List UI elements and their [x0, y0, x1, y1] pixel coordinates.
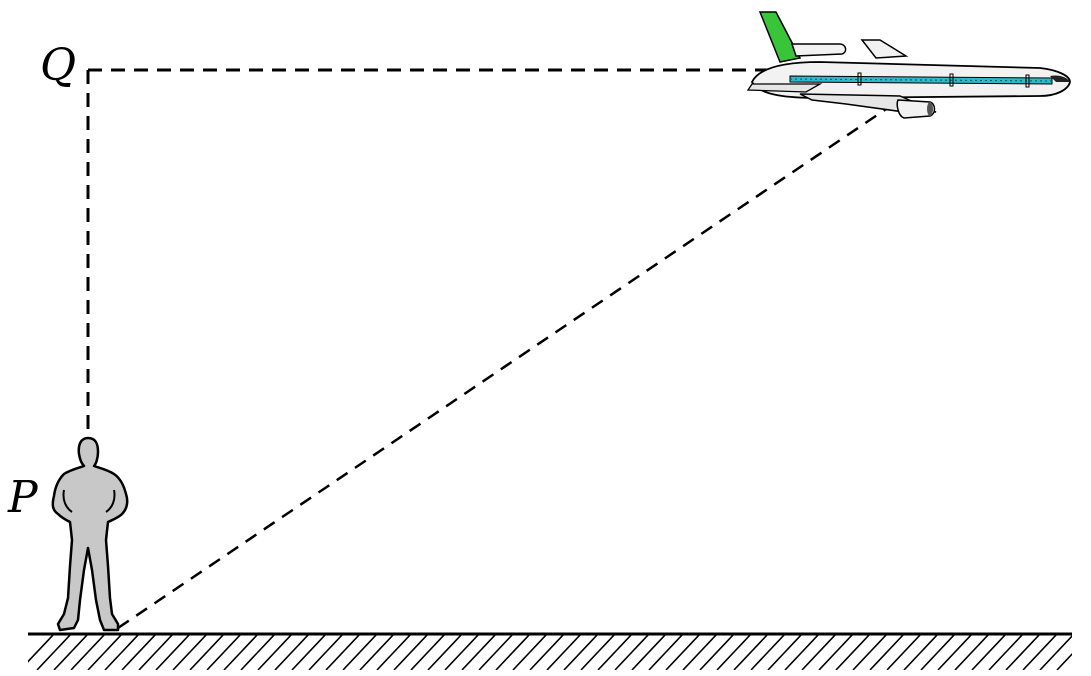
- ground-hatch-line: [971, 634, 1007, 670]
- ground-hatch-line: [597, 634, 633, 670]
- ground-hatch-line: [937, 634, 973, 670]
- ground-hatch-line: [835, 634, 871, 670]
- airplane-icon: [746, 11, 1071, 119]
- ground-hatch-line: [36, 634, 72, 670]
- ground-hatch-line: [155, 634, 191, 670]
- ground-hatch-line: [784, 634, 820, 670]
- ground-hatch-line: [886, 634, 922, 670]
- ground-hatch-line: [172, 634, 208, 670]
- sight-line: [117, 101, 896, 630]
- ground-hatch-line: [495, 634, 531, 670]
- ground-hatch-line: [648, 634, 684, 670]
- ground-hatch-line: [325, 634, 361, 670]
- ground-hatch-line: [1039, 634, 1072, 670]
- ground-hatch-line: [1005, 634, 1041, 670]
- ground-hatch-line: [274, 634, 310, 670]
- ground-hatch-line: [1022, 634, 1058, 670]
- ground-hatch-line: [512, 634, 548, 670]
- ground-hatch-line: [699, 634, 735, 670]
- ground-hatch-line: [818, 634, 854, 670]
- ground-hatch-line: [1074, 634, 1091, 670]
- ground-hatch-line: [121, 634, 157, 670]
- ground-hatch-line: [478, 634, 514, 670]
- ground-hatch-line: [461, 634, 497, 670]
- ground-hatch-line: [410, 634, 446, 670]
- ground-hatch-line: [189, 634, 225, 670]
- ground-hatch-line: [750, 634, 786, 670]
- ground-hatch-line: [291, 634, 327, 670]
- ground-hatch-line: [716, 634, 752, 670]
- ground-hatch-line: [28, 634, 55, 663]
- ground-hatch-line: [87, 634, 123, 670]
- ground-hatch-line: [240, 634, 276, 670]
- ground-hatch-line: [376, 634, 412, 670]
- ground-hatch-line: [665, 634, 701, 670]
- ground-hatch-line: [393, 634, 429, 670]
- ground-hatch-line: [342, 634, 378, 670]
- ground-hatch-line: [70, 634, 106, 670]
- ground-hatch-line: [682, 634, 718, 670]
- ground-hatch-line: [614, 634, 650, 670]
- ground-hatch-line: [138, 634, 174, 670]
- ground-hatch-line: [444, 634, 480, 670]
- ground-hatch-line: [767, 634, 803, 670]
- ground-hatch-line: [563, 634, 599, 670]
- ground-hatch-line: [869, 634, 905, 670]
- person-icon: [51, 436, 129, 632]
- ground-hatch-line: [920, 634, 956, 670]
- ground-hatch-line: [903, 634, 939, 670]
- ground-hatch-line: [359, 634, 395, 670]
- ground-hatch-line: [104, 634, 140, 670]
- ground-hatch-line: [53, 634, 89, 670]
- ground-hatch-line: [954, 634, 990, 670]
- ground-hatch-line: [546, 634, 582, 670]
- ground-hatch-line: [801, 634, 837, 670]
- ground-hatch-line: [1056, 652, 1072, 670]
- point-q-label: Q: [40, 40, 77, 91]
- point-p-label: P: [8, 472, 38, 523]
- ground-hatch-line: [308, 634, 344, 670]
- ground-hatch-line: [206, 634, 242, 670]
- ground-hatch-line: [733, 634, 769, 670]
- ground-hatch-line: [427, 634, 463, 670]
- ground-hatch-line: [529, 634, 565, 670]
- ground-hatch-line: [631, 634, 667, 670]
- ground-hatch-icon: [28, 632, 1091, 670]
- ground-hatch-line: [223, 634, 259, 670]
- ground-hatch-line: [257, 634, 293, 670]
- ground-hatch-line: [580, 634, 616, 670]
- ground-hatch-line: [988, 634, 1024, 670]
- ground-hatch-line: [852, 634, 888, 670]
